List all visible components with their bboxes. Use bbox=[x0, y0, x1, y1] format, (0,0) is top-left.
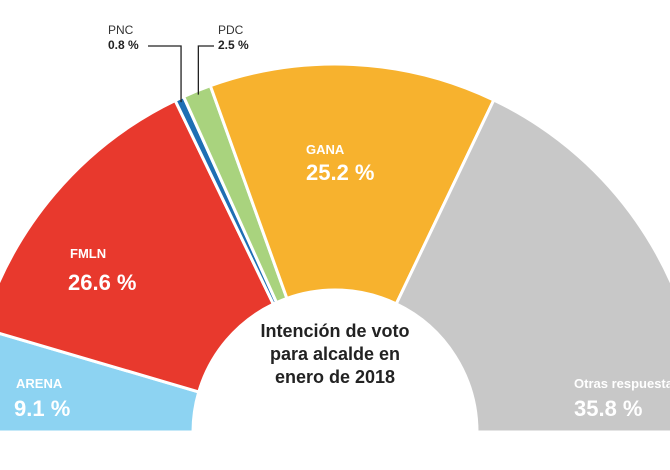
chart-title-line-2: para alcalde en bbox=[270, 344, 400, 364]
chart-slices bbox=[0, 62, 670, 434]
slice-gana bbox=[208, 62, 496, 306]
chart-callouts bbox=[148, 45, 214, 103]
chart-title-line-1: Intención de voto bbox=[260, 321, 409, 341]
slice-arena bbox=[0, 331, 201, 434]
callout-value-pdc: 2.5 % bbox=[218, 38, 249, 52]
slice-label-fmln: FMLN bbox=[70, 246, 106, 261]
slice-value-gana: 25.2 % bbox=[306, 160, 375, 185]
callout-label-pnc: PNC bbox=[108, 23, 134, 37]
slice-value-fmln: 26.6 % bbox=[68, 270, 137, 295]
callout-line-pdc bbox=[197, 45, 214, 95]
callout-value-pnc: 0.8 % bbox=[108, 38, 139, 52]
slice-label-gana: GANA bbox=[306, 142, 345, 157]
slice-otras-respuestas bbox=[394, 98, 670, 434]
slice-label-arena: ARENA bbox=[16, 376, 63, 391]
slice-value-arena: 9.1 % bbox=[14, 396, 70, 421]
callout-label-pdc: PDC bbox=[218, 23, 244, 37]
slice-fmln bbox=[0, 98, 276, 394]
chart-title-line-3: enero de 2018 bbox=[275, 367, 395, 387]
slice-label-otras-respuestas: Otras respuestas bbox=[574, 376, 670, 391]
chart-labels: ARENA 9.1 % FMLN 26.6 % GANA 25.2 % Otras resp… bbox=[14, 23, 670, 421]
callout-line-pnc bbox=[148, 45, 182, 103]
slice-value-otras-respuestas: 35.8 % bbox=[574, 396, 643, 421]
